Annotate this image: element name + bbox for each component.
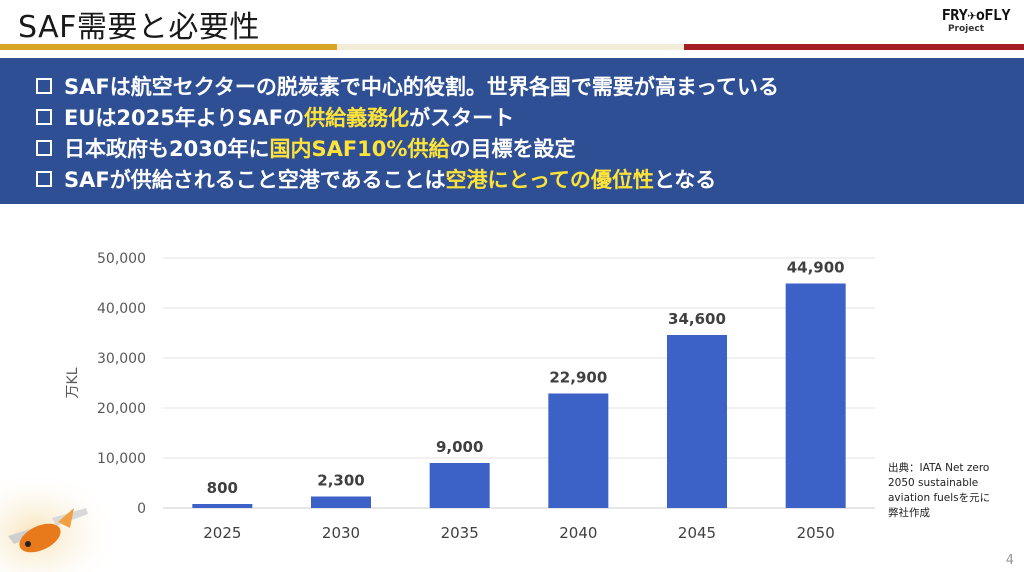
header-band-red xyxy=(684,44,1024,50)
bullet-text: がスタート xyxy=(409,105,515,130)
y-tick-label: 30,000 xyxy=(97,351,146,367)
bullet-item: SAFは航空セクターの脱炭素で中心的役割。世界各国で需要が高まっている xyxy=(36,70,1024,101)
source-line: 出典：IATA Net zero xyxy=(888,462,990,474)
checkbox-square-icon xyxy=(36,108,52,125)
y-tick-label: 10,000 xyxy=(97,451,146,467)
header-band-cream xyxy=(337,44,684,50)
data-label: 34,600 xyxy=(668,310,726,328)
source-note: 出典：IATA Net zero 2050 sustainable aviation… xyxy=(888,461,1022,521)
bar xyxy=(785,283,846,508)
bullet-text: の目標を設定 xyxy=(449,136,576,161)
y-tick-label: 0 xyxy=(137,501,146,517)
bullet-item: EUは2025年よりSAFの 供給義務化 がスタート xyxy=(36,101,1024,132)
bar xyxy=(311,496,371,508)
data-label: 800 xyxy=(207,479,238,497)
brand-logo: FRY✈oFLY Project xyxy=(914,6,1011,40)
source-line: 弊社作成 xyxy=(888,507,930,519)
bullet-text: EUは2025年よりSAFの xyxy=(64,105,305,130)
checkbox-square-icon xyxy=(36,170,52,187)
bullet-text: SAFは航空セクターの脱炭素で中心的役割。世界各国で需要が高まっている xyxy=(64,74,779,99)
data-label: 9,000 xyxy=(436,438,483,456)
fish-mascot-decoration xyxy=(0,478,120,572)
bullet-item: 日本政府も2030年に 国内SAF10%供給 の目標を設定 xyxy=(36,132,1024,163)
x-tick-label: 2040 xyxy=(559,524,597,542)
bullet-highlight-text: 供給義務化 xyxy=(304,105,410,130)
checkbox-square-icon xyxy=(36,139,52,156)
bullet-highlight-text: 空港にとっての優位性 xyxy=(445,167,654,192)
x-tick-label: 2045 xyxy=(678,524,716,542)
bullet-item: SAFが供給されること空港であることは 空港にとっての優位性 となる xyxy=(36,163,1024,194)
x-tick-label: 2030 xyxy=(322,524,360,542)
y-tick-label: 40,000 xyxy=(97,301,146,317)
source-line: aviation fuelsを元に xyxy=(888,492,991,504)
y-tick-label: 20,000 xyxy=(97,401,146,417)
bullet-highlight-text: 国内SAF10%供給 xyxy=(269,136,450,161)
x-tick-label: 2025 xyxy=(203,524,241,542)
data-label: 2,300 xyxy=(317,472,364,490)
x-tick-label: 2050 xyxy=(797,524,835,542)
bar xyxy=(429,463,490,508)
bar xyxy=(548,393,609,508)
x-tick-label: 2035 xyxy=(441,524,479,542)
data-label: 44,900 xyxy=(787,259,845,277)
logo-subtext: Project xyxy=(947,24,984,34)
bullet-text: となる xyxy=(653,167,717,192)
header-band-gold xyxy=(0,44,337,50)
page-number: 4 xyxy=(1005,553,1014,568)
checkbox-square-icon xyxy=(36,77,52,94)
bullet-text: 日本政府も2030年に xyxy=(64,136,270,161)
data-label: 22,900 xyxy=(549,369,607,387)
logo-text: FRY✈oFLY xyxy=(941,6,1011,24)
source-line: 2050 sustainable xyxy=(888,477,979,489)
y-axis-label: 万KL xyxy=(65,367,81,398)
bar xyxy=(667,335,727,508)
page-title: SAF需要と必要性 xyxy=(18,10,260,45)
summary-banner: SAFは航空セクターの脱炭素で中心的役割。世界各国で需要が高まっている EUは20… xyxy=(0,58,1024,204)
y-tick-label: 50,000 xyxy=(97,251,146,267)
bar xyxy=(192,504,253,508)
bullet-text: SAFが供給されること空港であることは xyxy=(64,167,446,192)
